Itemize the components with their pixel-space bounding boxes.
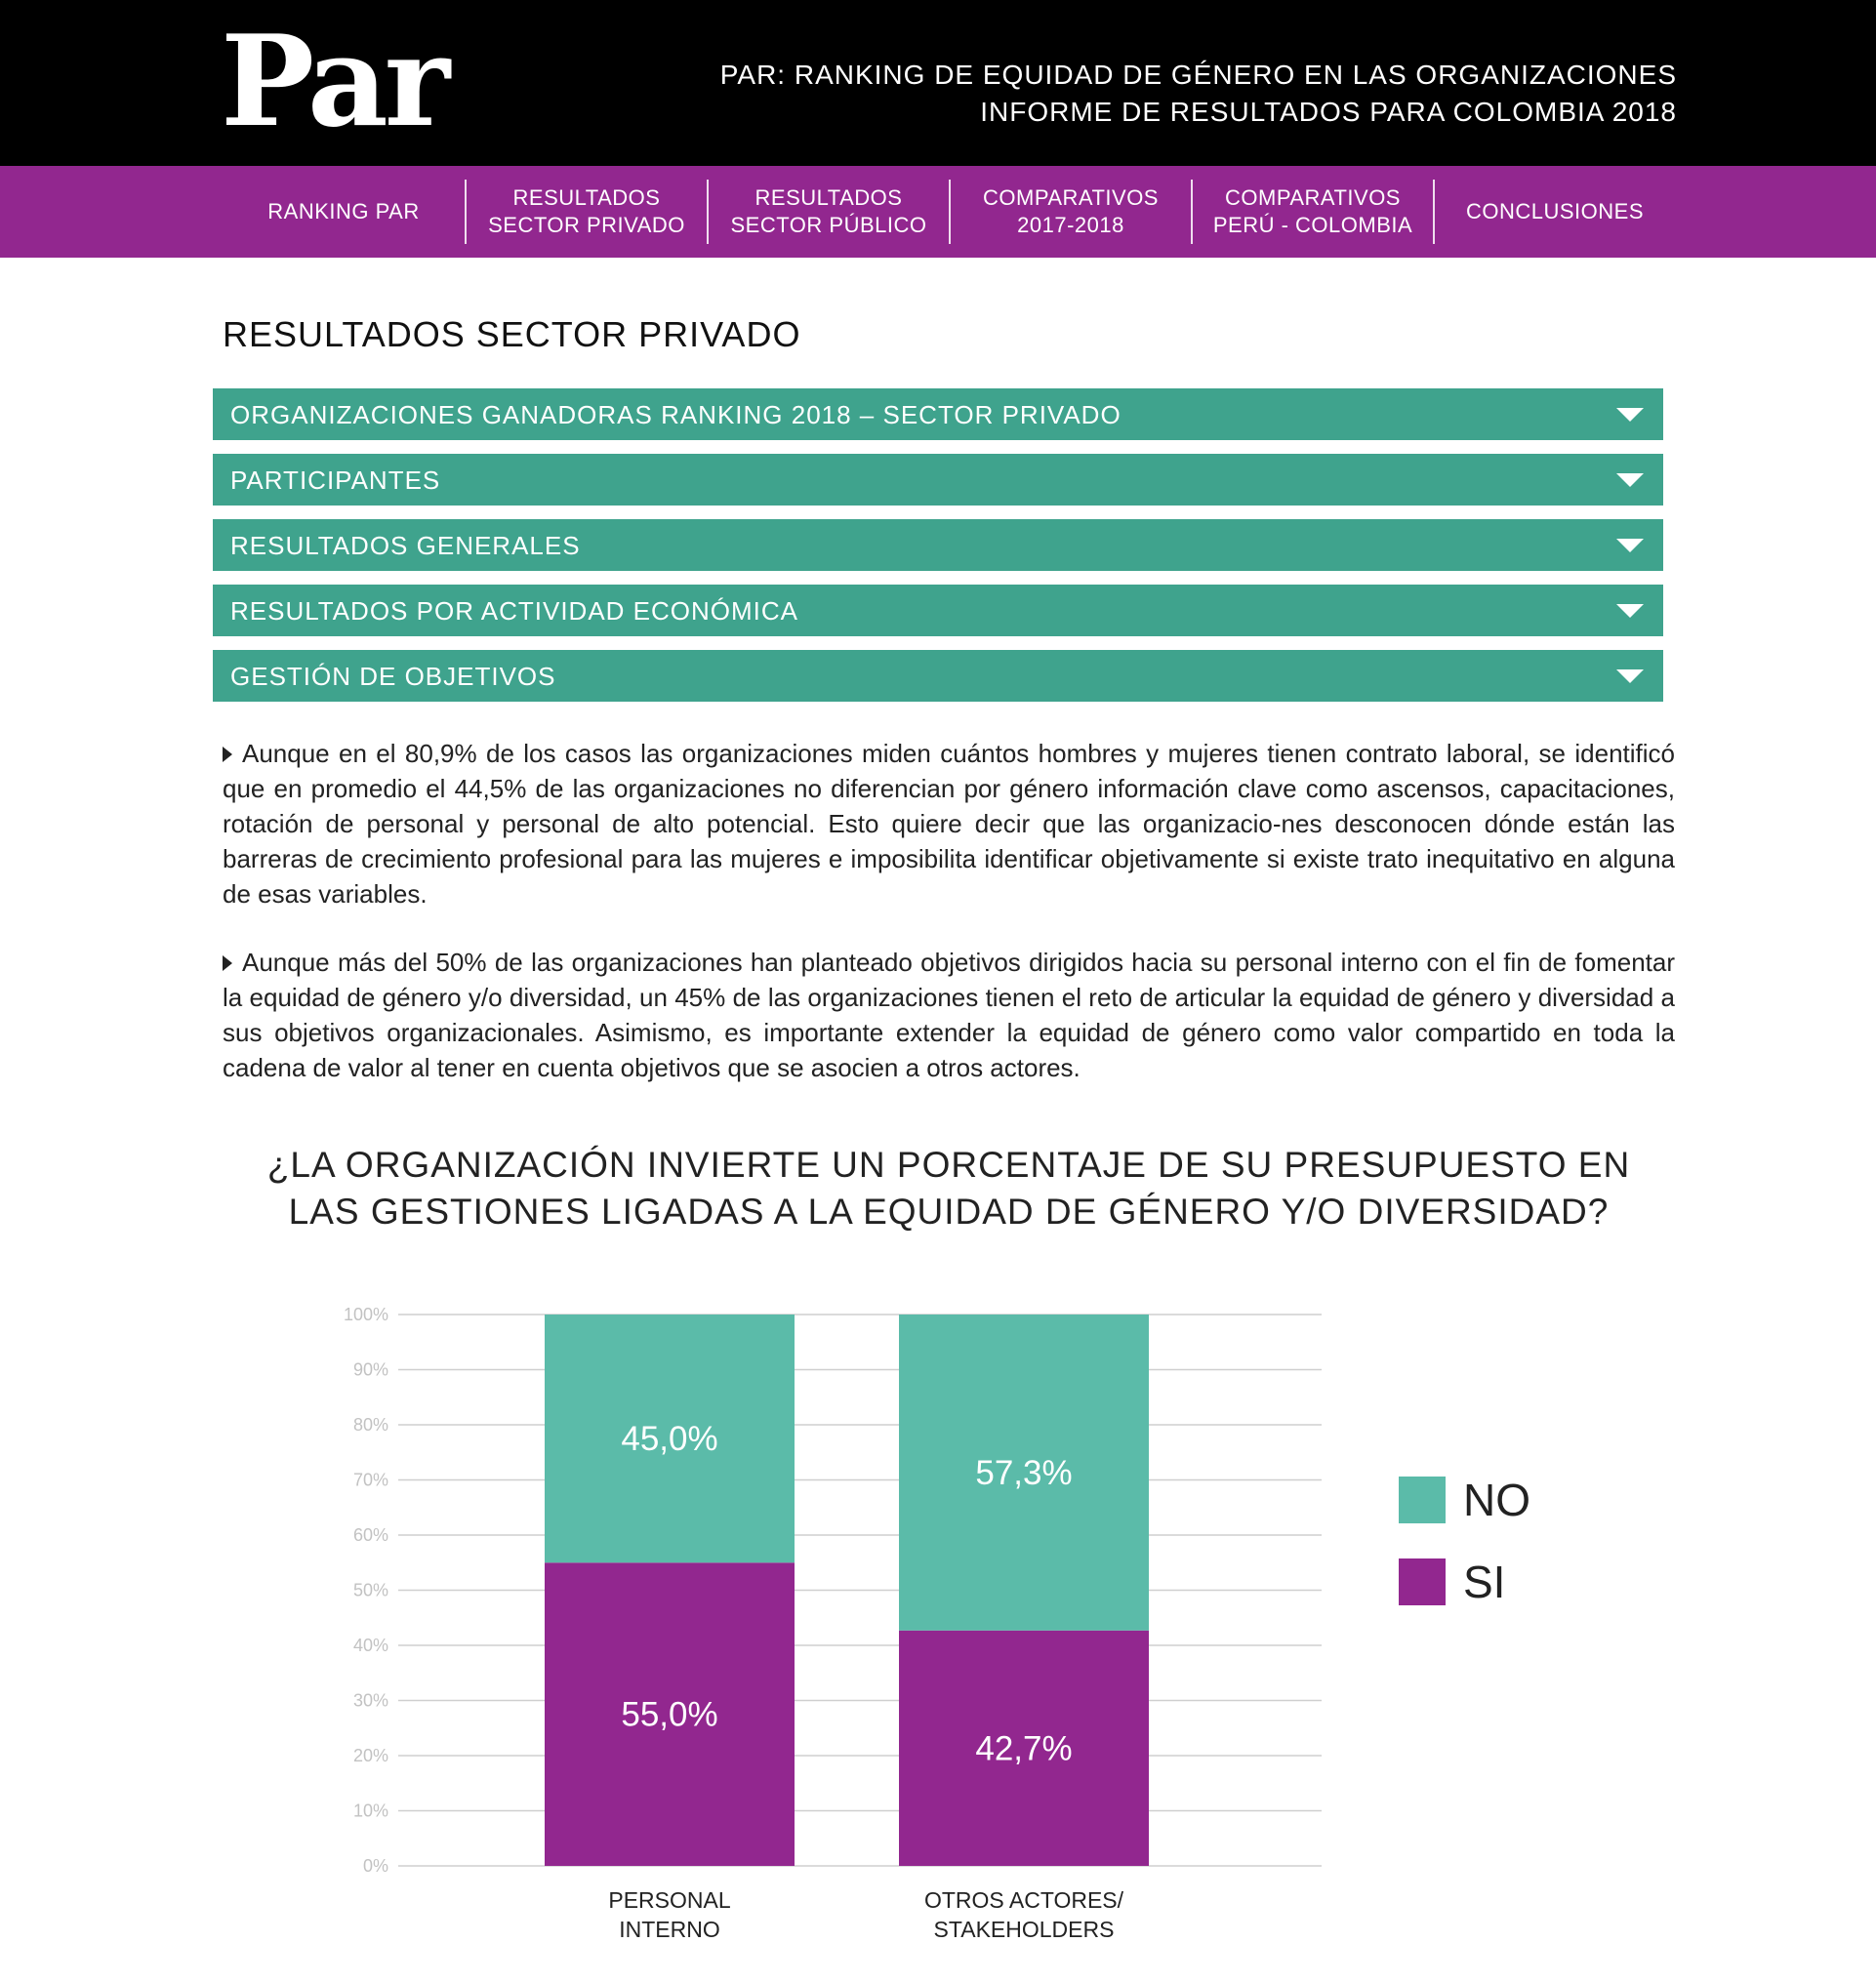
x-category-label: INTERNO [619,1917,720,1942]
bullet-arrow-icon [223,955,232,971]
legend-swatch-no [1399,1477,1446,1523]
accordion-label: GESTIÓN DE OBJETIVOS [230,662,556,691]
accordion-participantes[interactable]: PARTICIPANTES [213,454,1663,508]
legend-label-si: SI [1463,1557,1506,1607]
y-tick-label: 0% [363,1856,388,1876]
accordion-resultados-actividad-economica[interactable]: RESULTADOS POR ACTIVIDAD ECONÓMICA [213,585,1663,639]
y-tick-label: 10% [353,1801,388,1821]
data-label: 42,7% [975,1729,1072,1767]
x-category-label: OTROS ACTORES/ [924,1887,1124,1913]
bar-si [899,1630,1149,1866]
nav-divider [465,180,467,244]
paragraph-2-text: Aunque más del 50% de las organizaciones… [223,948,1675,1082]
data-label: 55,0% [621,1696,717,1734]
bar-no [545,1315,795,1563]
chevron-down-icon [1616,408,1644,422]
paragraph-1: Aunque en el 80,9% de los casos las orga… [223,736,1675,911]
nav-divider [707,180,709,244]
accordion-resultados-generales[interactable]: RESULTADOS GENERALES [213,519,1663,574]
y-tick-label: 100% [344,1305,388,1324]
nav-item-conclusiones[interactable]: CONCLUSIONES [1465,199,1645,223]
chart-title: ¿LA ORGANIZACIÓN INVIERTE UN PORCENTAJE … [266,1145,1631,1232]
chevron-down-icon [1616,539,1644,552]
accordion-organizaciones-ganadoras[interactable]: ORGANIZACIONES GANADORAS RANKING 2018 – … [213,388,1663,443]
nav-divider [949,180,951,244]
top-header-bar: Par PAR: RANKING DE EQUIDAD DE GÉNERO EN… [0,0,1876,172]
nav-item-comparativos-2017-2018[interactable]: COMPARATIVOS 2017-2018 [983,185,1159,237]
page-title: RESULTADOS SECTOR PRIVADO [223,314,801,354]
data-label: 57,3% [975,1454,1072,1492]
nav-divider [1433,180,1435,244]
nav-item-comparativos-peru-colombia[interactable]: COMPARATIVOS PERÚ - COLOMBIA [1212,185,1413,237]
nav-divider [1191,180,1193,244]
accordion-gestion-objetivos[interactable]: GESTIÓN DE OBJETIVOS [213,650,1663,705]
accordion-label: RESULTADOS GENERALES [230,531,581,560]
accordion-label: ORGANIZACIONES GANADORAS RANKING 2018 – … [230,400,1122,429]
logo-text: Par [221,9,450,155]
accordion-label: PARTICIPANTES [230,465,441,495]
legend-label-no: NO [1463,1475,1530,1525]
y-tick-label: 70% [353,1471,388,1490]
chevron-down-icon [1616,669,1644,683]
accordion-label: RESULTADOS POR ACTIVIDAD ECONÓMICA [230,596,799,626]
main-nav: RANKING PAR RESULTADOS SECTOR PRIVADO RE… [0,166,1876,258]
y-tick-label: 30% [353,1691,388,1711]
nav-item-resultados-sector-publico[interactable]: RESULTADOS SECTOR PÚBLICO [730,185,927,237]
y-tick-label: 60% [353,1525,388,1545]
x-category-label: STAKEHOLDERS [934,1917,1115,1942]
report-title-line1: PAR: RANKING DE EQUIDAD DE GÉNERO EN LAS… [719,60,1677,90]
par-logo[interactable]: Par [221,14,590,172]
legend-item-no: NO [1399,1474,1530,1526]
report-title: PAR: RANKING DE EQUIDAD DE GÉNERO EN LAS… [720,57,1677,131]
nav-item-resultados-sector-privado[interactable]: RESULTADOS SECTOR PRIVADO [488,185,685,237]
data-label: 45,0% [621,1420,717,1458]
paragraph-2: Aunque más del 50% de las organizaciones… [223,945,1675,1085]
chevron-down-icon [1616,473,1644,487]
legend-swatch-si [1399,1558,1446,1605]
y-tick-label: 80% [353,1415,388,1435]
bullet-arrow-icon [223,747,232,762]
y-tick-label: 20% [353,1746,388,1765]
y-tick-label: 40% [353,1636,388,1655]
x-category-label: PERSONAL [608,1887,730,1913]
chevron-down-icon [1616,604,1644,618]
legend-item-si: SI [1399,1556,1505,1608]
bar-si [545,1562,795,1866]
y-tick-label: 50% [353,1581,388,1600]
nav-item-ranking-par[interactable]: RANKING PAR [267,199,420,223]
y-tick-label: 90% [353,1360,388,1380]
paragraph-1-text: Aunque en el 80,9% de los casos las orga… [223,739,1675,909]
report-title-line2: INFORME DE RESULTADOS PARA COLOMBIA 2018 [980,97,1677,127]
bar-no [899,1315,1149,1631]
